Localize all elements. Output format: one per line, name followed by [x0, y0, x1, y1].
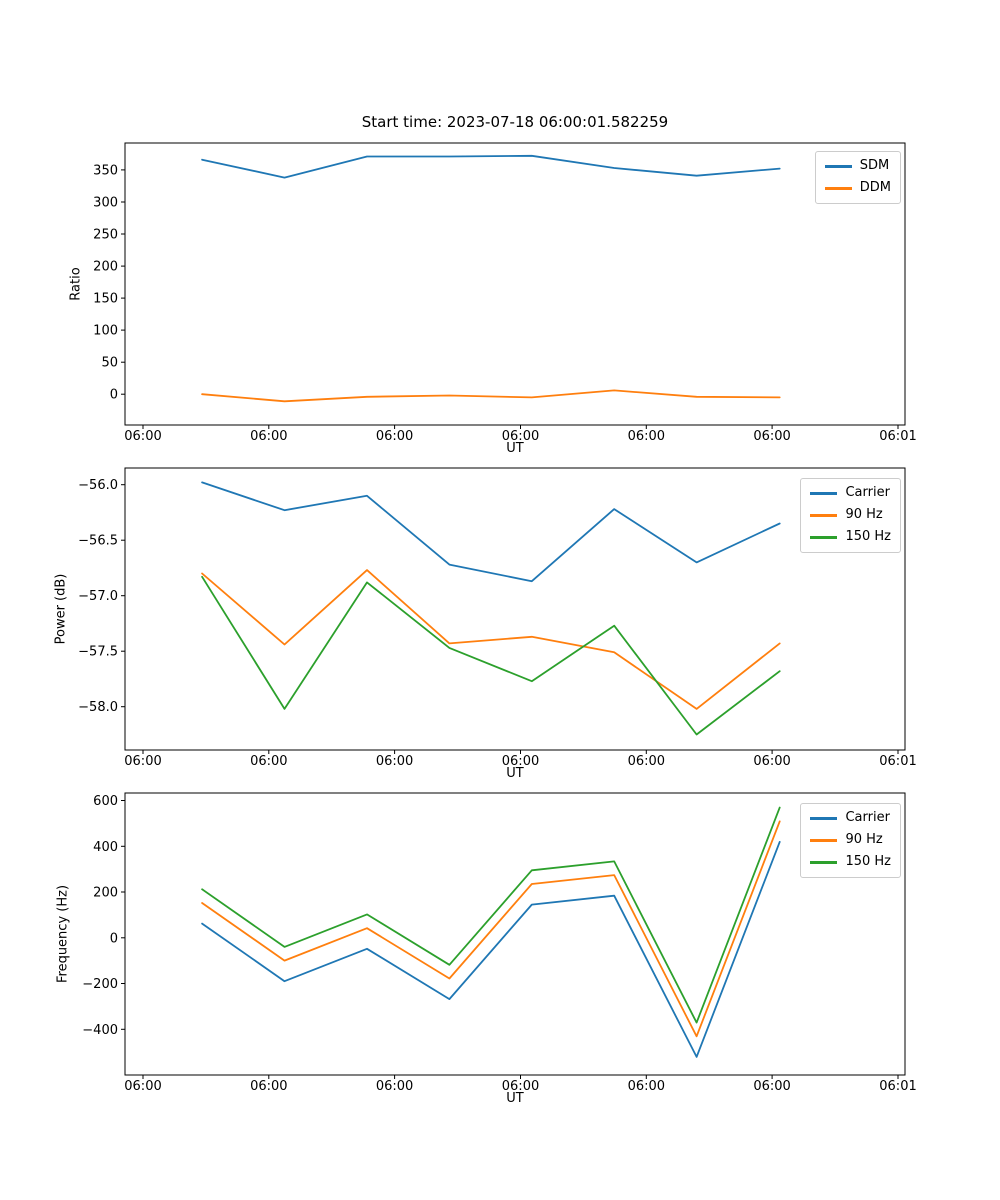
sdm-line-swatch [824, 165, 852, 168]
power-plot-xtick-label-50: 06:00 [753, 754, 790, 769]
xlabel-ut-bottom: UT [506, 1091, 524, 1106]
power-plot-ytick-label-−58.0: −58.0 [78, 700, 118, 715]
legend-item-150-hz: 150 Hz [810, 528, 891, 545]
ratio-plot-xtick-label-30: 06:00 [502, 429, 539, 444]
legend-item-150-hz: 150 Hz [810, 853, 891, 870]
frequency-plot-ytick-label-200: 200 [93, 886, 118, 901]
frequency-plot-xtick-label-40: 06:00 [628, 1079, 665, 1094]
legend-label-90-hz: 90 Hz [845, 831, 883, 847]
frequency-plot-xtick-label-10: 06:00 [250, 1079, 287, 1094]
power-plot-ytick-label-−57.5: −57.5 [78, 645, 118, 660]
frequency-plot-ytick-label-0: 0 [110, 931, 118, 946]
power-plot-xtick-label-40: 06:00 [628, 754, 665, 769]
power-plot-ytick-label-−56.5: −56.5 [78, 534, 118, 549]
frequency-plot-ytick-label-−400: −400 [82, 1023, 118, 1038]
150-hz-line-swatch [810, 536, 838, 539]
legend-item-carrier: Carrier [810, 810, 891, 826]
ratio-plot-xtick-label-20: 06:00 [376, 429, 413, 444]
legend-label-90-hz: 90 Hz [845, 506, 883, 522]
legend-item-90-hz: 90 Hz [810, 506, 891, 523]
ratio-plot-ytick-label-100: 100 [93, 324, 118, 339]
ratio-plot-ytick-label-50: 50 [101, 356, 118, 371]
ratio-plot: 06:00 06:00 06:00 06:00 06:00 06:00 06:01 0 50 10… [93, 142, 917, 444]
ratio-plot-ytick-label-150: 150 [93, 292, 118, 307]
90-hz-line-swatch [810, 839, 838, 842]
ratio-plot-xtick-label-60: 06:01 [879, 429, 916, 444]
frequency-plot-xtick-label-30: 06:00 [502, 1079, 539, 1094]
power-plot-frame [124, 467, 906, 751]
ratio-plot-ytick-label-350: 350 [93, 163, 118, 178]
power-plot-xtick-label-30: 06:00 [502, 754, 539, 769]
ratio-plot-xtick-label-10: 06:00 [250, 429, 287, 444]
power-plot-line-carrier [201, 481, 781, 583]
frequency-plot-frame [124, 792, 906, 1076]
legend-label-carrier: Carrier [845, 810, 890, 825]
carrier-line-swatch [810, 492, 838, 495]
legend-ratio-plot: SDM DDM [814, 151, 901, 204]
power-plot-xtick-label-20: 06:00 [376, 754, 413, 769]
ylabel-frequency: Frequency (Hz) [55, 884, 71, 984]
power-plot-line-90-hz [201, 569, 781, 710]
frequency-plot: 06:00 06:00 06:00 06:00 06:00 06:00 06:01 600 40… [82, 792, 917, 1094]
ratio-plot-line-ddm [201, 389, 781, 403]
legend-label-carrier: Carrier [845, 485, 890, 500]
frequency-plot-xtick-label-50: 06:00 [753, 1079, 790, 1094]
90-hz-line-swatch [810, 514, 838, 517]
frequency-plot-xtick-label-20: 06:00 [376, 1079, 413, 1094]
ratio-plot-ytick-label-0: 0 [110, 388, 118, 403]
power-plot-xtick-label-60: 06:01 [879, 754, 916, 769]
legend-label-sdm: SDM [859, 158, 890, 173]
legend-label-ddm: DDM [859, 179, 891, 195]
ratio-plot-ytick-label-300: 300 [93, 196, 118, 211]
power-plot-ytick-label-−56.0: −56.0 [78, 478, 118, 493]
ratio-plot-ytick-label-250: 250 [93, 228, 118, 243]
power-plot-xtick-label-10: 06:00 [250, 754, 287, 769]
frequency-plot-xtick-label-60: 06:01 [879, 1079, 916, 1094]
ratio-plot-frame [124, 142, 906, 426]
ylabel-ratio: Ratio [68, 267, 84, 301]
frequency-plot-ytick-label-400: 400 [93, 840, 118, 855]
frequency-plot-line-90-hz [201, 820, 781, 1038]
legend-power-plot: Carrier 90 Hz 150 Hz [800, 478, 901, 553]
ratio-plot-line-sdm [201, 154, 781, 179]
frequency-plot-ytick-label-−200: −200 [82, 977, 118, 992]
carrier-line-swatch [810, 817, 838, 820]
ratio-plot-xtick-label-0: 06:00 [124, 429, 161, 444]
frequency-plot-line-carrier [201, 841, 781, 1058]
power-plot-ytick-label-−57.0: −57.0 [78, 589, 118, 604]
legend-item-ddm: DDM [824, 179, 891, 196]
frequency-plot-xtick-label-0: 06:00 [124, 1079, 161, 1094]
legend-label-150-hz: 150 Hz [845, 853, 891, 869]
power-plot-line-150-hz [201, 575, 781, 736]
power-plot-xtick-label-0: 06:00 [124, 754, 161, 769]
power-plot: 06:00 06:00 06:00 06:00 06:00 06:00 06:01 −56.0… [78, 467, 917, 769]
frequency-plot-ytick-label-600: 600 [93, 794, 118, 809]
legend-label-150-hz: 150 Hz [845, 528, 891, 544]
150-hz-line-swatch [810, 861, 838, 864]
xlabel-ut-middle: UT [506, 766, 524, 781]
ratio-plot-ytick-label-200: 200 [93, 260, 118, 275]
xlabel-ut-top: UT [506, 441, 524, 456]
legend-frequency-plot: Carrier 90 Hz 150 Hz [800, 803, 901, 878]
figure-title: Start time: 2023-07-18 06:00:01.582259 [361, 113, 669, 131]
ylabel-power: Power (dB) [53, 573, 69, 645]
frequency-plot-line-150-hz [201, 806, 781, 1024]
ratio-plot-xtick-label-50: 06:00 [753, 429, 790, 444]
ratio-plot-xtick-label-40: 06:00 [628, 429, 665, 444]
legend-item-sdm: SDM [824, 158, 891, 174]
ddm-line-swatch [824, 187, 852, 190]
legend-item-carrier: Carrier [810, 485, 891, 501]
legend-item-90-hz: 90 Hz [810, 831, 891, 848]
